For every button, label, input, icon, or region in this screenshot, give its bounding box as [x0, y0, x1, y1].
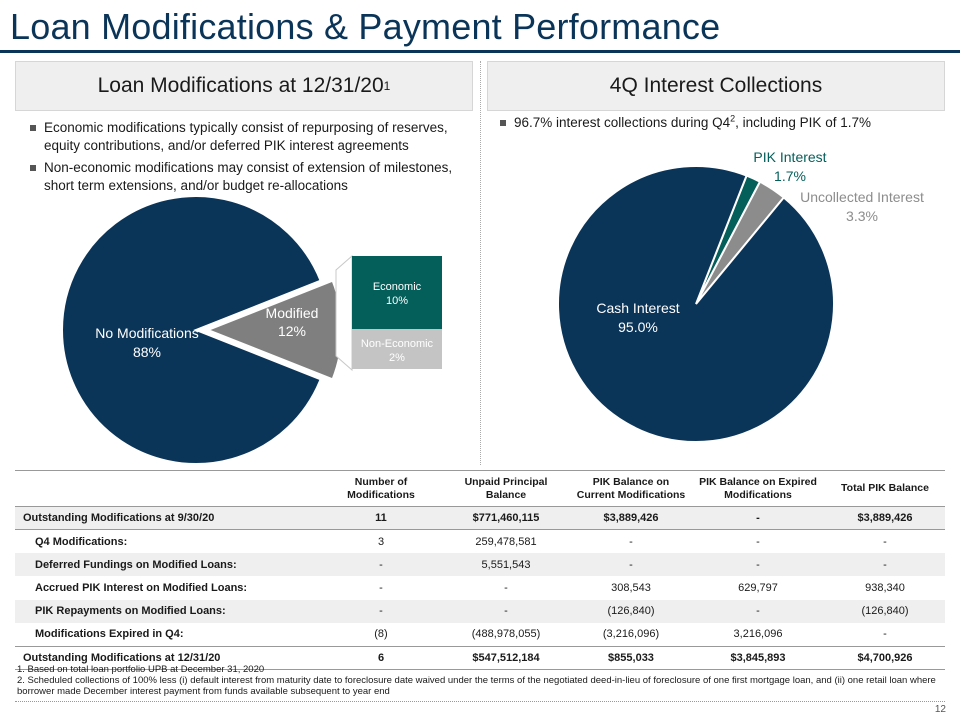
table-cell: (8) [374, 628, 388, 641]
non-economic-bar [352, 329, 442, 369]
footnote-2: 2. Scheduled collections of 100% less (i… [17, 675, 936, 697]
footnotes: 1. Based on total loan portfolio UPB at … [17, 664, 947, 697]
table-row: Accrued PIK Interest on Modified Loans: … [15, 576, 945, 599]
table-cell: 938,340 [865, 582, 905, 595]
row-label: Q4 Modifications: [35, 535, 128, 548]
row-label: PIK Repayments on Modified Loans: [15, 599, 321, 623]
modified-label: Modified [266, 305, 319, 321]
interest-collections-header: 4Q Interest Collections [487, 61, 945, 111]
table-row-total: Outstanding Modifications at 12/31/20 6 … [15, 645, 945, 671]
collections-bullets: 96.7% interest collections during Q42, i… [500, 114, 940, 136]
table-cell: 308,543 [611, 582, 651, 595]
table-cell: - [504, 582, 508, 595]
uncollected-interest-value: 3.3% [846, 208, 878, 224]
table-cell: 11 [321, 506, 441, 531]
economic-bar [352, 256, 442, 329]
interest-collections-pie [557, 165, 835, 443]
row-label: Modifications Expired in Q4: [35, 628, 184, 641]
table-cell: - [691, 553, 825, 577]
loan-modifications-header-text: Loan Modifications at 12/31/20 [97, 74, 384, 97]
table-cell: - [441, 599, 571, 623]
table-cell: (488,978,055) [471, 628, 541, 641]
table-cell: - [825, 553, 945, 577]
footnote-ref-2: 2 [730, 113, 736, 124]
table-cell: 629,797 [738, 582, 778, 595]
table-cell: $547,512,184 [441, 645, 571, 671]
table-cell: - [691, 506, 825, 531]
no-modifications-value: 88% [133, 344, 161, 360]
table-row: PIK Repayments on Modified Loans: - - (1… [15, 599, 945, 623]
cash-interest-value: 95.0% [618, 319, 658, 335]
table-cell: 3 [377, 535, 385, 548]
row-label: Outstanding Modifications at 12/31/20 [15, 645, 321, 671]
bullet-collections: 96.7% interest collections during Q42, i… [500, 114, 940, 132]
table-cell: $3,889,426 [825, 506, 945, 531]
row-label: Outstanding Modifications at 9/30/20 [15, 506, 321, 531]
table-cell: - [321, 599, 441, 623]
pik-interest-label: PIK Interest [753, 149, 826, 165]
table-cell: - [883, 535, 887, 548]
table-cell: $3,889,426 [571, 506, 691, 531]
table-cell: $855,033 [571, 645, 691, 671]
table-cell: 3,216,096 [733, 628, 783, 641]
page-number: 12 [934, 704, 946, 715]
modifications-slice-no-modifications [61, 195, 322, 465]
bullet-collections-text: 96.7% interest collections during Q4 [514, 115, 731, 130]
pik-interest-value: 1.7% [774, 168, 806, 184]
uncollected-interest-label: Uncollected Interest [800, 189, 924, 205]
table-cell: $771,460,115 [441, 506, 571, 531]
table-cell: - [321, 553, 441, 577]
interest-collections-header-text: 4Q Interest Collections [609, 74, 823, 97]
table-cell: - [629, 535, 633, 548]
bullet-non-economic: Non-economic modifications may consist o… [30, 159, 470, 195]
economic-value: 10% [386, 295, 408, 307]
non-economic-label: Non-Economic [361, 338, 434, 350]
panel-divider [480, 61, 481, 465]
table-row: Outstanding Modifications at 9/30/20 11 … [15, 506, 945, 531]
bullet-collections-text-post: , including PIK of 1.7% [735, 115, 871, 130]
non-economic-value: 2% [389, 352, 405, 364]
modification-bullets: Economic modifications typically consist… [30, 119, 470, 199]
row-label: Deferred Fundings on Modified Loans: [15, 553, 321, 577]
table-cell: - [571, 553, 691, 577]
row-label: Accrued PIK Interest on Modified Loans: [35, 582, 248, 595]
bullet-economic: Economic modifications typically consist… [30, 119, 470, 155]
table-row: Modifications Expired in Q4: (8) (488,97… [15, 623, 945, 646]
pie-charts: Economic 10% Non-Economic 2% No Modifica… [61, 149, 924, 465]
breakdown-connector [335, 254, 353, 372]
table-row: Deferred Fundings on Modified Loans: - 5… [15, 553, 945, 577]
footer-rule [15, 701, 945, 702]
table-cell: (3,216,096) [602, 628, 660, 641]
table-cell: - [379, 582, 383, 595]
no-modifications-label: No Modifications [95, 325, 199, 341]
table-cell: 6 [321, 645, 441, 671]
table-cell: 5,551,543 [441, 553, 571, 577]
loan-modifications-header: Loan Modifications at 12/31/20 1 [15, 61, 473, 111]
table-header-num-modifications: Number of Modifications [321, 470, 441, 507]
table-cell: $4,700,926 [825, 645, 945, 671]
table-header-pik-current: PIK Balance on Current Modifications [571, 470, 691, 507]
table-cell: 259,478,581 [475, 535, 537, 548]
page-title: Loan Modifications & Payment Performance [10, 6, 721, 47]
table-cell: $3,845,893 [691, 645, 825, 671]
table-header-blank [15, 470, 321, 507]
table-cell: - [883, 628, 887, 641]
table-row: Q4 Modifications: 3 259,478,581 - - - [15, 530, 945, 553]
table-header-pik-expired: PIK Balance on Expired Modifications [691, 470, 825, 507]
table-cell: (126,840) [825, 599, 945, 623]
modified-value: 12% [278, 323, 306, 339]
table-header-upb: Unpaid Principal Balance [441, 470, 571, 507]
table-cell: (126,840) [571, 599, 691, 623]
table-cell: - [691, 599, 825, 623]
modifications-table: Number of Modifications Unpaid Principal… [15, 470, 945, 671]
table-header-total-pik: Total PIK Balance [825, 470, 945, 507]
table-cell: - [756, 535, 760, 548]
table-header-row: Number of Modifications Unpaid Principal… [15, 470, 945, 507]
interest-slice-cash-interest [557, 165, 835, 443]
cash-interest-label: Cash Interest [596, 300, 679, 316]
title-rule [0, 50, 960, 53]
footnote-1: 1. Based on total loan portfolio UPB at … [17, 664, 265, 675]
economic-label: Economic [373, 281, 422, 293]
